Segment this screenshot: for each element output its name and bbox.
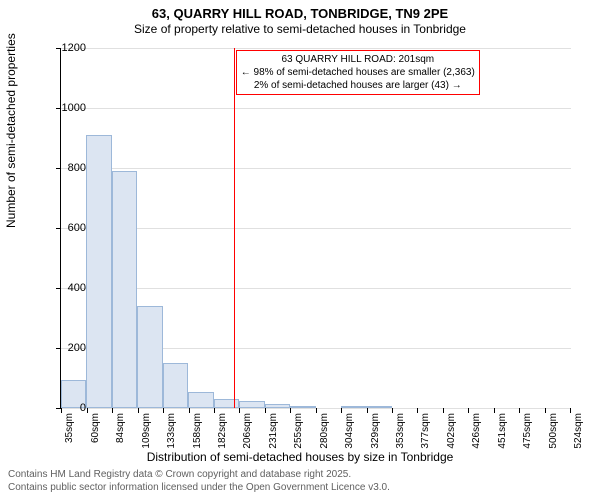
xtick-label: 377sqm bbox=[420, 413, 431, 463]
footer-attribution: Contains HM Land Registry data © Crown c… bbox=[8, 468, 390, 494]
xtick-mark bbox=[468, 408, 469, 413]
ytick-label: 1000 bbox=[62, 102, 86, 114]
xtick-label: 109sqm bbox=[141, 413, 152, 463]
xtick-mark bbox=[239, 408, 240, 413]
ytick-label: 0 bbox=[80, 402, 86, 414]
xtick-mark bbox=[265, 408, 266, 413]
annotation-line: 63 QUARRY HILL ROAD: 201sqm bbox=[241, 53, 475, 66]
xtick-label: 426sqm bbox=[471, 413, 482, 463]
xtick-mark bbox=[61, 408, 62, 413]
ytick-label: 600 bbox=[68, 222, 86, 234]
xtick-label: 84sqm bbox=[115, 413, 126, 463]
gridline bbox=[61, 228, 571, 229]
histogram-bar bbox=[341, 406, 367, 408]
xtick-mark bbox=[189, 408, 190, 413]
annotation-line: 2% of semi-detached houses are larger (4… bbox=[241, 79, 475, 92]
ytick-mark bbox=[56, 48, 61, 49]
xtick-label: 255sqm bbox=[293, 413, 304, 463]
histogram-bar bbox=[214, 399, 239, 408]
ytick-label: 1200 bbox=[62, 42, 86, 54]
xtick-label: 206sqm bbox=[242, 413, 253, 463]
histogram-bar bbox=[86, 135, 112, 408]
xtick-label: 353sqm bbox=[395, 413, 406, 463]
histogram-bar bbox=[265, 404, 290, 408]
xtick-label: 329sqm bbox=[370, 413, 381, 463]
footer-line2: Contains public sector information licen… bbox=[8, 481, 390, 494]
plot-area: 63 QUARRY HILL ROAD: 201sqm← 98% of semi… bbox=[60, 48, 571, 409]
ytick-label: 400 bbox=[68, 282, 86, 294]
xtick-mark bbox=[290, 408, 291, 413]
xtick-mark bbox=[341, 408, 342, 413]
chart-container: 63, QUARRY HILL ROAD, TONBRIDGE, TN9 2PE… bbox=[0, 0, 600, 500]
xtick-mark bbox=[316, 408, 317, 413]
xtick-label: 280sqm bbox=[319, 413, 330, 463]
ytick-mark bbox=[56, 168, 61, 169]
xtick-mark bbox=[214, 408, 215, 413]
xtick-label: 475sqm bbox=[522, 413, 533, 463]
xtick-mark bbox=[417, 408, 418, 413]
histogram-bar bbox=[112, 171, 137, 408]
ytick-mark bbox=[56, 348, 61, 349]
xtick-mark bbox=[494, 408, 495, 413]
histogram-bar bbox=[239, 401, 265, 408]
xtick-label: 35sqm bbox=[64, 413, 75, 463]
xtick-label: 402sqm bbox=[446, 413, 457, 463]
ytick-mark bbox=[56, 228, 61, 229]
xtick-mark bbox=[138, 408, 139, 413]
gridline bbox=[61, 48, 571, 49]
histogram-bar bbox=[137, 306, 163, 408]
xtick-label: 133sqm bbox=[166, 413, 177, 463]
ytick-label: 200 bbox=[68, 342, 86, 354]
y-axis-label: Number of semi-detached properties bbox=[4, 33, 18, 228]
xtick-mark bbox=[112, 408, 113, 413]
xtick-label: 500sqm bbox=[548, 413, 559, 463]
histogram-bar bbox=[163, 363, 188, 408]
ytick-label: 800 bbox=[68, 162, 86, 174]
annotation-line: ← 98% of semi-detached houses are smalle… bbox=[241, 66, 475, 79]
annotation-box: 63 QUARRY HILL ROAD: 201sqm← 98% of semi… bbox=[236, 50, 480, 95]
ytick-mark bbox=[56, 108, 61, 109]
ytick-mark bbox=[56, 288, 61, 289]
chart-title-line2: Size of property relative to semi-detach… bbox=[0, 22, 600, 36]
xtick-mark bbox=[367, 408, 368, 413]
xtick-label: 60sqm bbox=[90, 413, 101, 463]
chart-title-line1: 63, QUARRY HILL ROAD, TONBRIDGE, TN9 2PE bbox=[0, 6, 600, 21]
xtick-mark bbox=[519, 408, 520, 413]
xtick-label: 182sqm bbox=[217, 413, 228, 463]
xtick-mark bbox=[392, 408, 393, 413]
xtick-mark bbox=[545, 408, 546, 413]
xtick-mark bbox=[87, 408, 88, 413]
footer-line1: Contains HM Land Registry data © Crown c… bbox=[8, 468, 390, 481]
xtick-label: 158sqm bbox=[192, 413, 203, 463]
xtick-mark bbox=[163, 408, 164, 413]
xtick-label: 451sqm bbox=[497, 413, 508, 463]
histogram-bar bbox=[290, 406, 316, 408]
xtick-label: 524sqm bbox=[573, 413, 584, 463]
gridline bbox=[61, 288, 571, 289]
property-marker-line bbox=[234, 48, 235, 408]
gridline bbox=[61, 108, 571, 109]
gridline bbox=[61, 168, 571, 169]
xtick-mark bbox=[570, 408, 571, 413]
histogram-bar bbox=[188, 392, 214, 409]
xtick-label: 231sqm bbox=[268, 413, 279, 463]
xtick-mark bbox=[443, 408, 444, 413]
xtick-label: 304sqm bbox=[344, 413, 355, 463]
histogram-bar bbox=[367, 406, 392, 408]
